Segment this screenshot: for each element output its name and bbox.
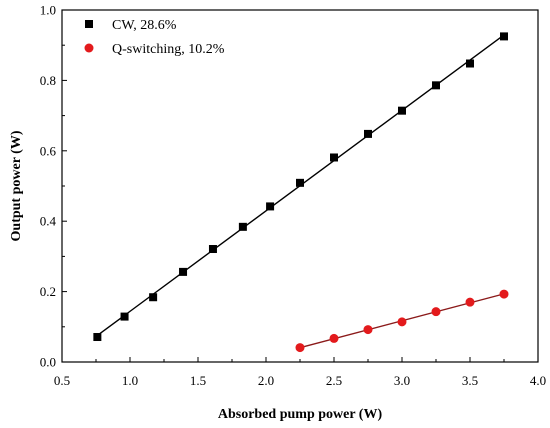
- legend-marker-qswitch: [84, 43, 94, 53]
- data-point-cw: [330, 153, 338, 162]
- data-point-cw: [500, 32, 508, 41]
- x-tick-label: 2.0: [258, 373, 274, 388]
- data-point-cw: [364, 129, 372, 138]
- data-point-cw: [266, 202, 275, 211]
- data-point-qswitch: [397, 317, 407, 327]
- x-tick-label: 2.5: [326, 373, 342, 388]
- data-point-cw: [120, 312, 129, 321]
- x-axis-ticks: 0.5 1.0 1.5 2.0 2.5 3.0 3.5 4.0: [54, 357, 546, 388]
- x-tick-label: 3.0: [394, 373, 410, 388]
- series-layer: [93, 32, 509, 353]
- data-point-qswitch: [431, 307, 441, 317]
- x-tick-label: 1.0: [122, 373, 138, 388]
- y-tick-label: 0.0: [40, 355, 56, 370]
- legend-marker-cw: [85, 20, 93, 28]
- y-axis-ticks: 0.0 0.2 0.4 0.6 0.8 1.0: [40, 3, 67, 370]
- x-tick-label: 4.0: [530, 373, 546, 388]
- data-point-cw: [432, 81, 440, 90]
- data-point-cw: [179, 267, 188, 276]
- x-tick-label: 3.5: [462, 373, 478, 388]
- y-tick-label: 1.0: [40, 3, 56, 18]
- data-point-cw: [208, 245, 217, 254]
- data-point-qswitch: [295, 343, 305, 353]
- x-tick-label: 0.5: [54, 373, 70, 388]
- data-point-cw: [238, 222, 247, 231]
- data-point-cw: [149, 293, 158, 302]
- x-axis-title: Absorbed pump power (W): [218, 407, 383, 422]
- data-point-qswitch: [499, 289, 509, 299]
- y-tick-label: 0.6: [40, 143, 57, 158]
- legend-label-qswitch: Q-switching, 10.2%: [112, 42, 225, 57]
- x-tick-label: 1.5: [190, 373, 206, 388]
- y-tick-label: 0.2: [40, 284, 56, 299]
- data-point-qswitch: [363, 325, 373, 335]
- data-point-cw: [93, 333, 102, 342]
- legend-label-cw: CW, 28.6%: [112, 18, 177, 33]
- data-point-cw: [466, 59, 474, 68]
- y-tick-label: 0.8: [40, 73, 56, 88]
- data-point-qswitch: [465, 297, 475, 307]
- data-point-qswitch: [329, 333, 339, 343]
- y-tick-label: 0.4: [40, 214, 57, 229]
- legend: CW, 28.6% Q-switching, 10.2%: [84, 18, 225, 57]
- y-axis-title: Output power (W): [9, 130, 24, 241]
- data-point-cw: [296, 178, 304, 187]
- data-point-cw: [398, 106, 406, 115]
